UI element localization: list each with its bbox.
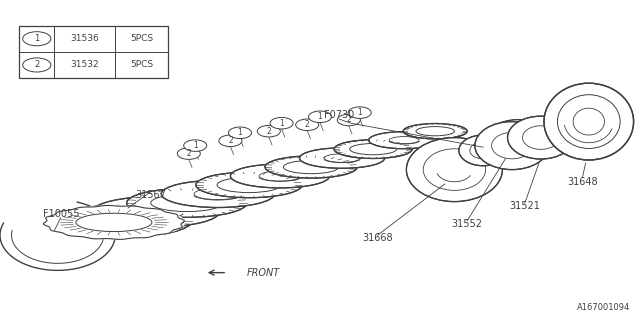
Ellipse shape — [475, 122, 549, 170]
Ellipse shape — [230, 164, 330, 188]
Text: 1: 1 — [237, 128, 243, 137]
Ellipse shape — [127, 188, 247, 217]
Ellipse shape — [369, 132, 440, 149]
Ellipse shape — [483, 120, 554, 165]
Circle shape — [23, 58, 51, 72]
Ellipse shape — [92, 196, 220, 227]
Circle shape — [257, 125, 280, 137]
Text: A167001094: A167001094 — [577, 303, 630, 312]
Circle shape — [177, 148, 200, 159]
Ellipse shape — [406, 138, 502, 202]
Circle shape — [219, 135, 242, 147]
Ellipse shape — [58, 205, 192, 237]
Text: 31567: 31567 — [135, 190, 166, 200]
Ellipse shape — [403, 124, 467, 139]
Ellipse shape — [43, 205, 185, 240]
Text: F10055: F10055 — [42, 209, 79, 220]
Text: 1: 1 — [193, 141, 198, 150]
Text: 5PCS: 5PCS — [130, 60, 153, 69]
Circle shape — [348, 107, 371, 118]
Text: 31648: 31648 — [567, 177, 598, 188]
Circle shape — [228, 127, 252, 139]
Text: 1: 1 — [317, 112, 323, 121]
Ellipse shape — [459, 135, 508, 166]
Text: 1: 1 — [357, 108, 362, 117]
Text: 31668: 31668 — [362, 233, 393, 244]
Text: FRONT: FRONT — [246, 268, 280, 278]
Text: 1: 1 — [34, 34, 40, 43]
Ellipse shape — [161, 180, 275, 207]
Circle shape — [270, 117, 293, 129]
Bar — [19, 26, 168, 78]
Text: 31536: 31536 — [70, 34, 99, 43]
Circle shape — [337, 114, 360, 126]
Text: F0730: F0730 — [324, 110, 355, 120]
Ellipse shape — [265, 156, 357, 178]
Text: 2: 2 — [228, 136, 233, 145]
Circle shape — [308, 111, 332, 123]
Text: 2: 2 — [305, 120, 310, 129]
Text: 2: 2 — [346, 116, 351, 124]
Text: 5PCS: 5PCS — [130, 34, 153, 43]
Text: 31552: 31552 — [452, 219, 483, 229]
Text: 31532: 31532 — [70, 60, 99, 69]
Text: 2: 2 — [34, 60, 40, 69]
Circle shape — [296, 119, 319, 131]
Ellipse shape — [334, 140, 412, 158]
Text: 1: 1 — [279, 119, 284, 128]
Ellipse shape — [196, 172, 302, 198]
Text: 2: 2 — [186, 149, 191, 158]
Text: 2: 2 — [266, 127, 271, 136]
Text: 31521: 31521 — [509, 201, 540, 212]
Circle shape — [23, 32, 51, 46]
Circle shape — [184, 140, 207, 151]
Ellipse shape — [544, 83, 634, 160]
Ellipse shape — [508, 116, 574, 159]
Ellipse shape — [300, 148, 385, 168]
